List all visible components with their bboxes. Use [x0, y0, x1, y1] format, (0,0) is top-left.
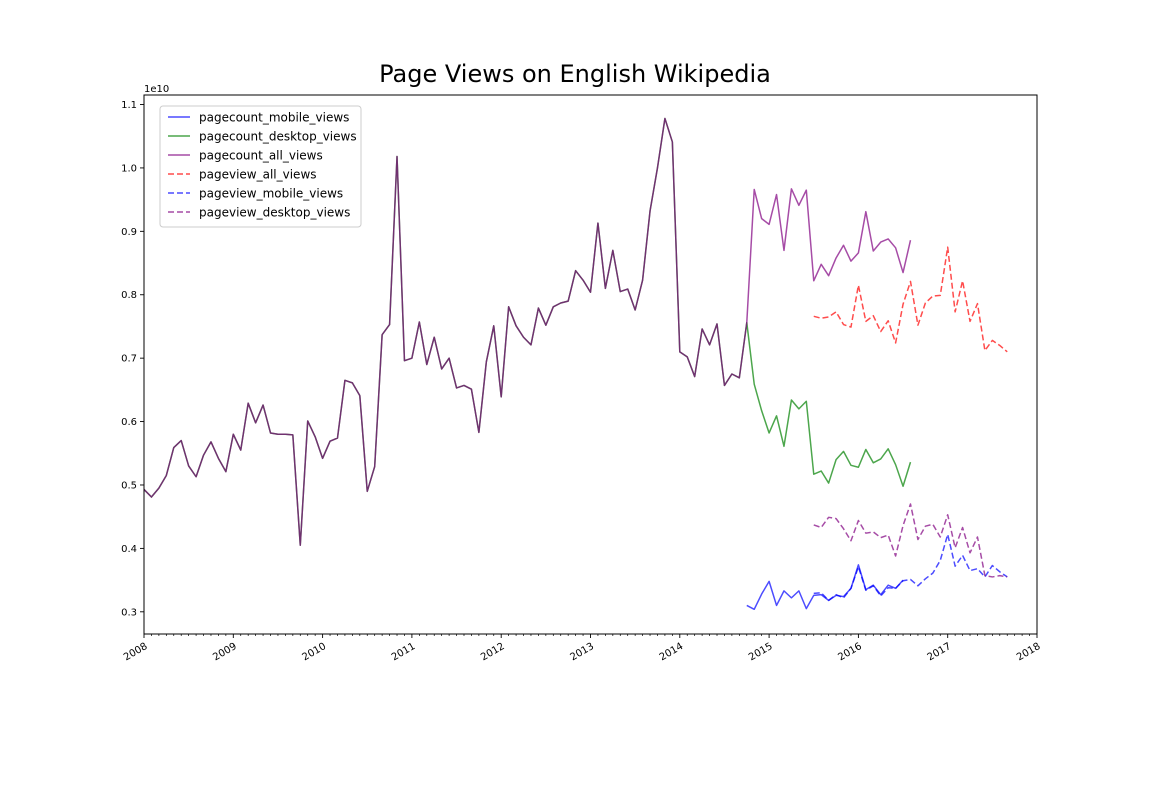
- x-tick-label: 2010: [301, 641, 329, 663]
- series-line-pageview-desktop-views: [813, 503, 1008, 578]
- y-tick-label: 1.1: [121, 100, 137, 111]
- y-tick-label: 0.8: [121, 290, 137, 301]
- y-tick-label: 0.9: [121, 227, 137, 238]
- x-tick-label: 2011: [390, 641, 418, 663]
- legend-label-pagecount-desktop-views: pagecount_desktop_views: [199, 130, 357, 144]
- legend-box: [159, 105, 362, 228]
- x-tick-label: 2012: [479, 641, 507, 663]
- y-tick-label: 0.5: [121, 480, 137, 491]
- legend-label-pagecount-mobile-views: pagecount_mobile_views: [199, 111, 349, 125]
- series-line-pageview-mobile-views: [813, 533, 1008, 602]
- y-tick-label: 0.6: [121, 417, 137, 428]
- y-tick-label: 0.3: [121, 607, 137, 618]
- series-line-pagecount-all-views: [143, 117, 912, 546]
- y-tick-label: 0.7: [121, 354, 137, 365]
- x-tick-label: 2009: [211, 641, 239, 663]
- x-tick-label: 2018: [1015, 641, 1043, 663]
- legend-label-pageview-mobile-views: pageview_mobile_views: [199, 187, 343, 201]
- x-tick-label: 2008: [122, 641, 150, 663]
- x-tick-label: 2016: [836, 641, 864, 663]
- x-tick-label: 2014: [658, 641, 686, 663]
- x-tick-label: 2017: [926, 641, 954, 663]
- x-tick-label: 2013: [568, 641, 596, 663]
- legend: pagecount_mobile_views pagecount_desktop_…: [159, 105, 362, 228]
- y-tick-label: 0.4: [121, 544, 137, 555]
- series-line-pageview-all-views: [813, 246, 1008, 353]
- legend-label-pagecount-all-views: pagecount_all_views: [199, 149, 323, 163]
- legend-label-pageview-desktop-views: pageview_desktop_views: [199, 206, 350, 220]
- series-group: [143, 117, 1008, 611]
- chart-title: Page Views on English Wikipedia: [379, 60, 771, 88]
- y-axis-offset-label: 1e10: [144, 84, 169, 95]
- x-tick-label: 2015: [747, 641, 775, 663]
- y-tick-label: 1.0: [121, 163, 137, 174]
- legend-label-pageview-all-views: pageview_all_views: [199, 168, 317, 182]
